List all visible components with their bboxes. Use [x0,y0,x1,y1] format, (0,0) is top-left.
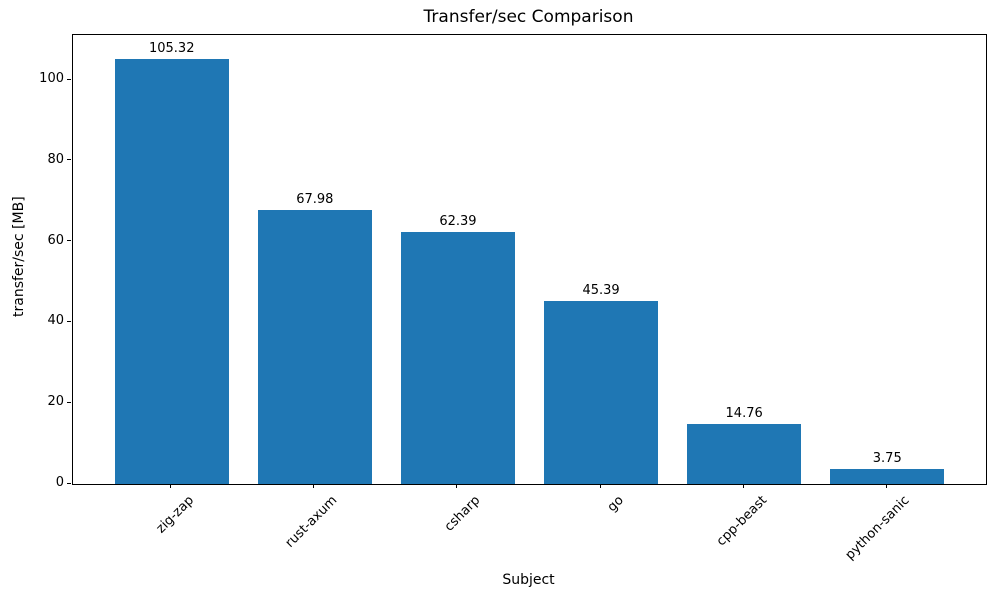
y-tick-label: 0 [55,475,64,490]
x-tick-mark [170,484,172,488]
bar-python-sanic [830,468,945,484]
plot-area: 105.32 67.98 62.39 45.39 14.76 3.75 [72,34,987,485]
x-tick-label-csharp: csharp [442,493,484,535]
x-tick-mark [313,484,315,488]
x-tick-label-rust-axum: rust-axum [282,493,341,551]
y-tick-label: 100 [39,71,64,87]
x-tick-mark [599,484,601,488]
bar-value-label: 14.76 [725,406,763,422]
chart-title: Transfer/sec Comparison [423,7,634,27]
y-tick-mark [67,240,71,242]
y-tick-label: 60 [47,232,64,248]
bar-value-label: 105.32 [148,40,195,56]
bar-cpp-beast [686,424,802,484]
y-tick-mark [67,482,71,484]
x-tick-label-go: go [604,493,627,516]
y-tick-mark [67,78,71,80]
x-tick-label-python-sanic: python-sanic [842,493,913,563]
y-tick-mark [67,320,71,322]
bar-csharp [400,232,516,484]
bar-value-label: 67.98 [296,191,334,207]
bar-go [543,300,659,484]
y-tick-label: 40 [47,313,64,329]
y-tick-mark [67,159,71,161]
y-tick-label: 20 [47,394,64,410]
bar-value-label: 3.75 [872,450,902,466]
bar-value-label: 62.39 [439,214,477,230]
bar-zig-zap [114,58,229,484]
x-axis-label: Subject [502,572,555,588]
y-axis-label: transfer/sec [MB] [11,196,27,317]
bar-value-label: 45.39 [582,282,620,298]
y-tick-mark [67,401,71,403]
x-tick-label-cpp-beast: cpp-beast [713,493,770,550]
x-tick-label-zig-zap: zig-zap [153,493,198,537]
x-tick-mark [885,484,887,488]
y-tick-label: 80 [47,151,64,167]
bar-rust-axum [257,209,373,484]
x-tick-mark [742,484,744,488]
x-tick-mark [456,484,458,488]
